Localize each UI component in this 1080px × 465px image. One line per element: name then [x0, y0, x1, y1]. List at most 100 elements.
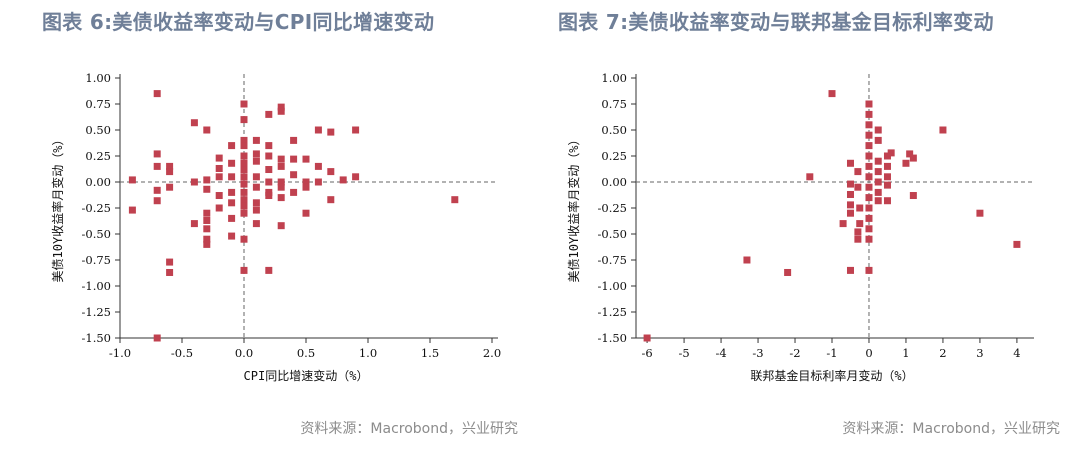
- cpi-y-tick-label: -0.75: [82, 253, 112, 267]
- cpi-data-point: [166, 258, 174, 266]
- fed-data-point: [909, 192, 917, 200]
- cpi-x-tick-label: -1.0: [109, 346, 131, 360]
- fed-x-tick-label: -4: [715, 346, 726, 360]
- fed-data-point: [909, 154, 917, 162]
- fed-y-tick-label: 0.00: [601, 175, 627, 189]
- cpi-data-point: [153, 197, 161, 205]
- fed-data-point: [874, 136, 882, 144]
- cpi-data-point: [215, 192, 223, 200]
- fed-x-tick-label: -2: [789, 346, 800, 360]
- fed-data-point: [902, 159, 910, 167]
- cpi-data-point: [153, 90, 161, 98]
- fed-data-point: [883, 162, 891, 170]
- cpi-data-point: [240, 202, 248, 210]
- cpi-x-axis-title: CPI同比增速变动（%）: [244, 368, 369, 383]
- fed-data-point: [883, 152, 891, 160]
- cpi-data-point: [153, 150, 161, 158]
- cpi-data-point: [327, 128, 335, 136]
- fed-data-point: [883, 197, 891, 205]
- fed-data-point: [865, 100, 873, 108]
- cpi-data-point: [277, 194, 285, 202]
- cpi-data-point: [203, 126, 211, 134]
- fed-data-point: [883, 181, 891, 189]
- cpi-y-axis-title: 美债10Y收益率月变动（%）: [50, 134, 65, 283]
- cpi-data-point: [203, 176, 211, 184]
- cpi-data-point: [240, 152, 248, 160]
- cpi-data-point: [277, 183, 285, 191]
- fed-data-point: [883, 173, 891, 181]
- cpi-data-point: [228, 159, 236, 167]
- fed-data-point: [865, 235, 873, 243]
- fed-data-point: [846, 180, 854, 188]
- cpi-data-point: [277, 155, 285, 163]
- cpi-data-point: [215, 164, 223, 172]
- fed-x-tick-label: -1: [826, 346, 837, 360]
- cpi-data-point: [166, 162, 174, 170]
- cpi-data-point: [314, 178, 322, 186]
- cpi-data-point: [252, 206, 260, 214]
- cpi-y-tick-label: -1.00: [82, 279, 112, 293]
- fed-data-point: [865, 225, 873, 233]
- cpi-data-point: [166, 168, 174, 176]
- cpi-data-point: [190, 178, 198, 186]
- cpi-data-point: [203, 235, 211, 243]
- cpi-data-point: [190, 119, 198, 127]
- cpi-data-point: [166, 268, 174, 276]
- fed-x-axis-title: 联邦基金目标利率月变动（%）: [750, 368, 913, 383]
- scatter-plot-cpi: 1.000.750.500.250.00-0.25-0.50-0.75-1.00…: [50, 71, 501, 383]
- fed-data-point: [865, 131, 873, 139]
- cpi-x-tick-label: 1.5: [421, 346, 439, 360]
- fed-data-point: [854, 228, 862, 236]
- cpi-data-point: [277, 162, 285, 170]
- chart-title-cpi: 图表 6:美债收益率变动与CPI同比增速变动: [42, 10, 435, 34]
- fed-data-point: [846, 209, 854, 217]
- cpi-data-point: [252, 136, 260, 144]
- cpi-data-point: [290, 136, 298, 144]
- fed-data-point: [846, 159, 854, 167]
- fed-data-point: [784, 268, 792, 276]
- cpi-data-point: [352, 173, 360, 181]
- fed-x-tick-label: 1: [902, 346, 909, 360]
- cpi-y-tick-label: 0.75: [85, 97, 111, 111]
- cpi-x-tick-label: 2.0: [483, 346, 501, 360]
- cpi-data-point: [240, 196, 248, 204]
- fed-data-point: [854, 183, 862, 191]
- cpi-data-point: [240, 188, 248, 196]
- fed-x-tick-label: -3: [752, 346, 763, 360]
- cpi-data-point: [339, 176, 347, 184]
- fed-data-point: [976, 209, 984, 217]
- fed-data-point: [743, 256, 751, 264]
- fed-data-point: [806, 173, 814, 181]
- cpi-data-point: [203, 225, 211, 233]
- fed-data-point: [865, 183, 873, 191]
- fed-y-tick-label: 0.25: [601, 149, 627, 163]
- cpi-data-point: [153, 334, 161, 342]
- fed-data-point: [865, 266, 873, 274]
- cpi-y-tick-label: 0.00: [85, 175, 111, 189]
- fed-data-point: [874, 126, 882, 134]
- cpi-data-point: [240, 142, 248, 150]
- fed-data-point: [643, 334, 651, 342]
- cpi-data-point: [153, 162, 161, 170]
- cpi-data-point: [228, 173, 236, 181]
- cpi-y-tick-label: -1.25: [82, 305, 112, 319]
- fed-data-point: [865, 194, 873, 202]
- fed-x-tick-label: -5: [678, 346, 689, 360]
- cpi-data-point: [252, 173, 260, 181]
- cpi-data-point: [451, 196, 459, 204]
- cpi-data-point: [252, 220, 260, 228]
- cpi-data-point: [290, 155, 298, 163]
- cpi-data-point: [252, 150, 260, 158]
- fed-y-tick-label: 0.50: [601, 123, 627, 137]
- fed-data-point: [865, 162, 873, 170]
- cpi-data-point: [277, 178, 285, 186]
- fed-data-point: [865, 214, 873, 222]
- cpi-data-point: [327, 196, 335, 204]
- cpi-data-point: [277, 222, 285, 230]
- cpi-data-point: [240, 116, 248, 124]
- fed-data-point: [1013, 240, 1021, 248]
- fed-x-tick-label: 4: [1013, 346, 1020, 360]
- cpi-data-point: [290, 188, 298, 196]
- cpi-data-point: [290, 171, 298, 179]
- cpi-data-point: [327, 168, 335, 176]
